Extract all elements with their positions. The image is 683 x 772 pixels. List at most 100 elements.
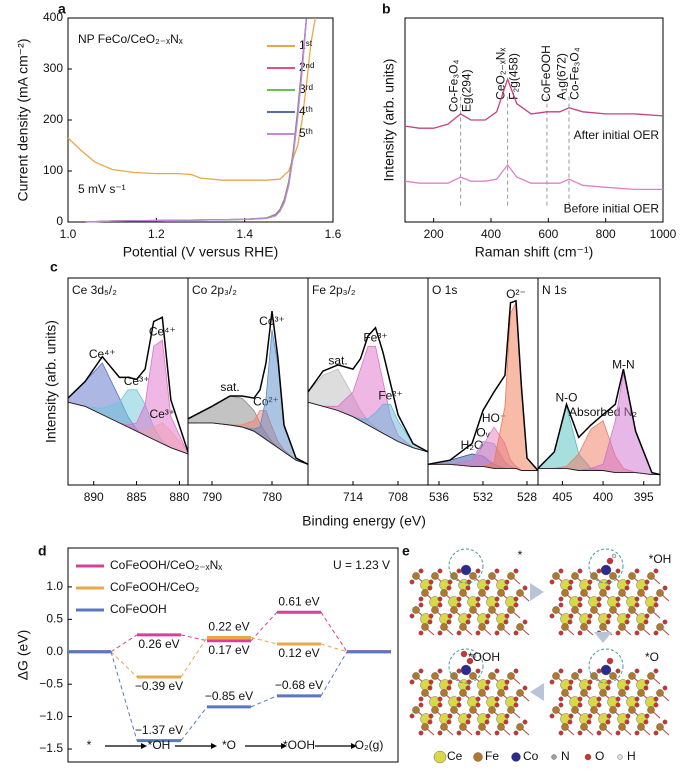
atom — [615, 630, 621, 636]
atom — [617, 754, 623, 760]
highlight-ring — [448, 548, 484, 584]
flow-arrow — [530, 683, 544, 701]
background-line — [428, 463, 538, 471]
legend-label: CoFeOOH/CeO₂ — [110, 580, 200, 594]
x-tick-label: 780 — [262, 490, 282, 504]
atom — [634, 602, 640, 608]
atom — [599, 723, 607, 731]
x-tick-label: 890 — [84, 490, 104, 504]
envelope-line — [307, 326, 429, 453]
atom — [522, 619, 528, 625]
atom — [577, 668, 583, 674]
atom — [478, 589, 486, 597]
atom — [609, 572, 617, 580]
legend-label: 4ᵗʰ — [299, 104, 313, 118]
atom — [605, 719, 611, 725]
x-tick-label: 200 — [424, 227, 444, 241]
atom — [507, 572, 515, 580]
atom — [549, 613, 555, 619]
atom — [605, 619, 611, 625]
atom — [437, 630, 443, 636]
atom — [440, 623, 448, 631]
panel-letter: a — [58, 1, 66, 17]
atom — [596, 696, 602, 702]
atom — [409, 713, 415, 719]
atom — [460, 650, 468, 658]
atom — [516, 689, 524, 697]
atom — [418, 702, 424, 708]
atom — [440, 589, 448, 597]
atom — [625, 713, 631, 719]
x-tick-label: 405 — [552, 490, 572, 504]
atom — [561, 689, 569, 697]
y-axis-label: Intensity (arb. units) — [43, 320, 59, 443]
atom — [409, 613, 415, 619]
structure-label: * — [518, 548, 523, 562]
atom — [637, 589, 645, 597]
annotation: Co-Fe₃O₄ — [568, 47, 582, 100]
atom — [580, 623, 588, 631]
subpanel-title: Co 2p₃/₂ — [192, 283, 237, 297]
atom — [475, 596, 481, 602]
atom — [628, 672, 636, 680]
atom — [447, 579, 453, 585]
y-tick-label: −1.0 — [39, 709, 63, 723]
connector — [180, 637, 208, 678]
atom — [552, 706, 560, 714]
atom — [456, 568, 462, 574]
connector — [180, 706, 208, 741]
atom — [418, 730, 424, 736]
atom — [418, 696, 424, 702]
y-tick-label: 400 — [43, 10, 63, 24]
atom — [596, 568, 602, 574]
atom — [558, 702, 564, 708]
envelope-line — [67, 316, 189, 453]
x-tick-label: 536 — [429, 490, 449, 504]
x-tick-label: 790 — [202, 490, 222, 504]
value-label: 0.61 eV — [278, 594, 319, 608]
x-tick-label: 1.6 — [325, 227, 342, 241]
y-axis-label: Intensity (arb. units) — [381, 59, 397, 182]
atom — [618, 689, 626, 697]
atom — [596, 602, 602, 608]
atom — [577, 630, 583, 636]
atom — [586, 619, 592, 625]
atom — [513, 730, 519, 736]
annotation: A₁g(672) — [555, 53, 569, 100]
y-axis-label: ΔG (eV) — [15, 630, 31, 681]
atom — [558, 730, 564, 736]
atom — [473, 752, 483, 762]
atom — [450, 606, 458, 614]
annotation: Co-Fe₃O₄ — [446, 60, 460, 113]
atom — [471, 653, 477, 659]
atom — [580, 689, 588, 697]
atom — [412, 606, 420, 614]
atom — [488, 606, 496, 614]
atom — [600, 664, 612, 676]
atom — [558, 596, 564, 602]
atom — [513, 596, 519, 602]
atom — [561, 723, 569, 731]
atom — [609, 672, 617, 680]
background-line — [188, 422, 309, 465]
atom — [459, 689, 467, 697]
x-axis-label: Potential (V versus RHE) — [123, 244, 279, 260]
atom — [437, 596, 443, 602]
atom — [440, 723, 448, 731]
connector — [250, 637, 278, 645]
atom — [647, 706, 655, 714]
atom — [644, 579, 650, 585]
annotation: F₂g(458) — [506, 53, 520, 100]
atom — [561, 589, 569, 597]
peak-label: N-O — [555, 391, 577, 405]
value-label: 0.17 eV — [208, 643, 249, 657]
atom — [615, 730, 621, 736]
atom — [440, 689, 448, 697]
atom — [549, 579, 555, 585]
atom — [567, 719, 573, 725]
atom — [611, 553, 617, 559]
atom — [431, 672, 439, 680]
value-label: −0.68 eV — [275, 678, 323, 692]
atom — [643, 719, 649, 725]
